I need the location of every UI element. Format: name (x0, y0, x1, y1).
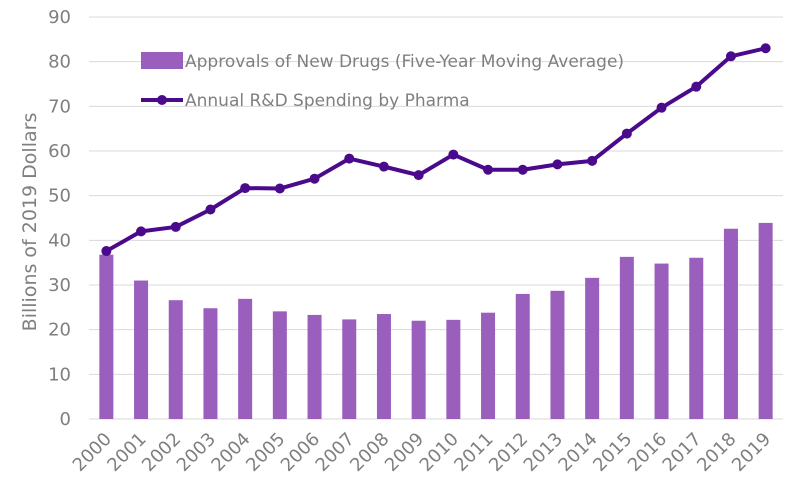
line-point (240, 183, 251, 194)
bar (99, 254, 114, 419)
bar (342, 319, 357, 419)
bar (550, 290, 565, 419)
x-tick-label: 2008 (346, 429, 393, 476)
bar (515, 293, 530, 419)
bar (619, 256, 634, 419)
x-tick-label: 2019 (728, 429, 775, 476)
x-tick-label: 2001 (103, 429, 150, 476)
line-point (517, 164, 528, 175)
x-tick-label: 2007 (312, 429, 359, 476)
line-point (378, 161, 389, 172)
x-tick-label: 2017 (659, 429, 706, 476)
y-tick-label: 50 (48, 186, 71, 207)
x-tick-label: 2003 (173, 429, 220, 476)
bar (272, 311, 287, 419)
x-tick-label: 2004 (207, 429, 254, 476)
bar (654, 263, 669, 419)
y-tick-label: 90 (48, 7, 71, 28)
x-tick-labels: 2000200120022003200420052006200720082009… (69, 429, 776, 476)
y-axis-title: Billions of 2019 Dollars (19, 113, 41, 332)
line-point (309, 173, 320, 184)
legend: Approvals of New Drugs (Five-Year Moving… (141, 52, 624, 111)
x-tick-label: 2015 (589, 429, 636, 476)
bar (411, 320, 426, 419)
legend-line-marker (157, 95, 167, 105)
line-series (101, 43, 771, 257)
line-point (656, 102, 667, 113)
x-tick-label: 2009 (381, 429, 428, 476)
x-tick-label: 2011 (450, 429, 497, 476)
line-point (344, 153, 355, 164)
y-tick-label: 40 (48, 230, 71, 251)
legend-line-label: Annual R&D Spending by Pharma (185, 91, 470, 111)
x-tick-label: 2010 (416, 429, 463, 476)
y-tick-label: 80 (48, 52, 71, 73)
legend-bar-swatch (141, 52, 183, 69)
x-tick-label: 2014 (554, 429, 601, 476)
line-point (552, 159, 563, 170)
bar (238, 298, 253, 419)
line-point (621, 128, 632, 139)
x-tick-label: 2018 (693, 429, 740, 476)
bar (723, 228, 738, 419)
bar (168, 300, 183, 419)
line-point (448, 149, 459, 160)
bar (481, 312, 496, 419)
bar (307, 314, 322, 419)
x-tick-label: 2013 (520, 429, 567, 476)
line-point (483, 164, 494, 175)
x-tick-label: 2005 (242, 429, 289, 476)
y-tick-label: 10 (48, 364, 71, 385)
x-tick-label: 2000 (69, 429, 116, 476)
bar (203, 308, 218, 419)
bar (376, 314, 391, 419)
y-tick-label: 0 (60, 409, 71, 430)
y-tick-label: 20 (48, 320, 71, 341)
line-point (136, 226, 147, 237)
line-point (760, 43, 771, 54)
x-tick-label: 2016 (624, 429, 671, 476)
y-tick-label: 70 (48, 96, 71, 117)
line-point (101, 246, 112, 257)
line-point (170, 221, 181, 232)
legend-bar-label: Approvals of New Drugs (Five-Year Moving… (185, 52, 624, 72)
bar (689, 257, 704, 419)
line-point (274, 183, 285, 194)
line-point (587, 155, 598, 166)
x-tick-label: 2012 (485, 429, 532, 476)
bar (758, 222, 773, 419)
y-tick-label: 30 (48, 275, 71, 296)
series-line (105, 46, 767, 253)
y-tick-labels: 0 10 20 30 40 50 60 70 80 90 (48, 7, 71, 430)
x-tick-label: 2002 (138, 429, 185, 476)
line-point (413, 170, 424, 181)
line-point (691, 81, 702, 92)
bar-series (99, 222, 773, 419)
x-tick-label: 2006 (277, 429, 324, 476)
bar (585, 277, 600, 419)
y-tick-label: 60 (48, 141, 71, 162)
line-point (205, 204, 216, 215)
bar (446, 319, 461, 419)
line-point (725, 51, 736, 62)
bar (134, 280, 149, 419)
